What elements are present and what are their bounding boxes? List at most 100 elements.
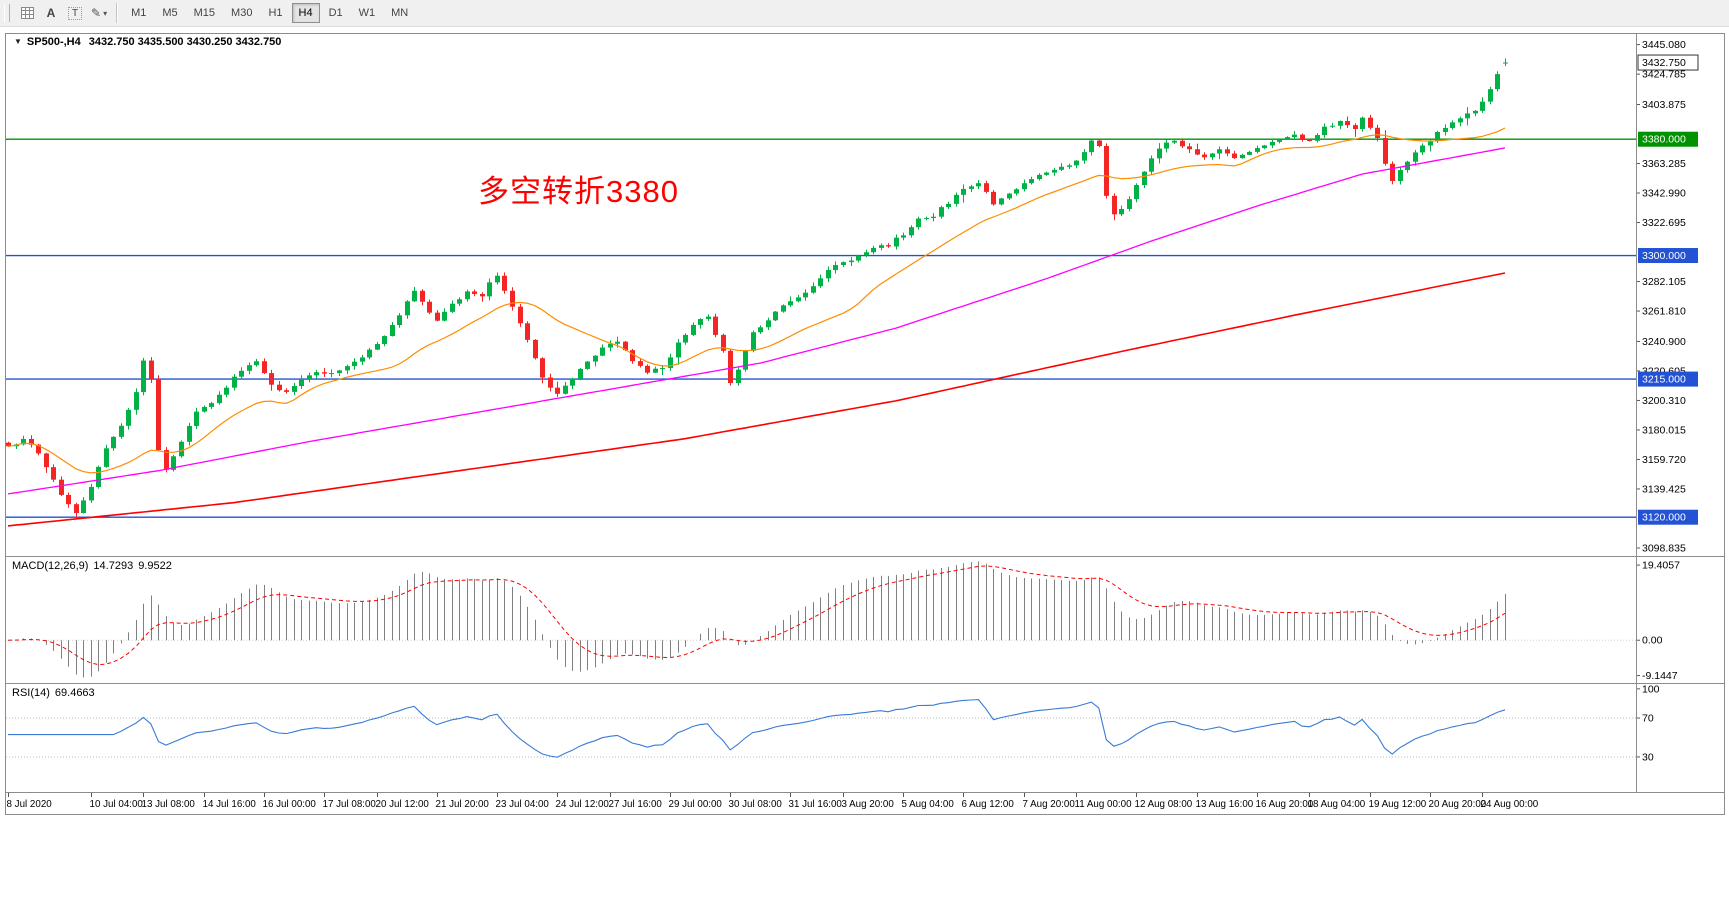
candle-body xyxy=(946,203,951,208)
candle-body xyxy=(1247,151,1252,155)
candle-body xyxy=(879,245,884,248)
rsi-label: RSI(14) 69.4663 xyxy=(12,687,95,699)
timeframe-button-m5[interactable]: M5 xyxy=(155,3,184,23)
timeframe-button-d1[interactable]: D1 xyxy=(322,3,350,23)
price-badge-label: 3432.750 xyxy=(1642,57,1686,69)
timeframe-button-m1[interactable]: M1 xyxy=(124,3,153,23)
caret-down-icon: ▾ xyxy=(103,8,108,18)
candle-body xyxy=(781,305,786,312)
candle-body xyxy=(818,278,823,287)
time-tick-label: 30 Jul 08:00 xyxy=(729,799,783,810)
candle-body xyxy=(1112,195,1117,215)
level-price-badge[interactable] xyxy=(1638,509,1698,525)
time-tick-label: 31 Jul 16:00 xyxy=(789,799,843,810)
candle-body xyxy=(826,270,831,279)
candle-body xyxy=(894,237,899,247)
timeframe-button-w1[interactable]: W1 xyxy=(352,3,383,23)
current-price-badge[interactable] xyxy=(1637,54,1699,71)
time-tick-label: 16 Aug 20:00 xyxy=(1256,799,1314,810)
insert-text-button[interactable]: A xyxy=(39,2,63,24)
time-tick-label: 3 Aug 20:00 xyxy=(842,799,895,810)
candle-body xyxy=(1217,149,1222,154)
level-price-badge[interactable] xyxy=(1638,131,1698,147)
timeframe-button-m15[interactable]: M15 xyxy=(187,3,222,23)
candle-body xyxy=(1225,149,1230,154)
price-tick-label: 3098.835 xyxy=(1642,542,1686,554)
candle-body xyxy=(1480,101,1485,111)
candle-body xyxy=(758,327,763,333)
time-tick-label: 24 Jul 12:00 xyxy=(556,799,610,810)
candle-body xyxy=(698,319,703,325)
candle-body xyxy=(224,387,229,395)
candle-body xyxy=(171,456,176,470)
candle-body xyxy=(1435,132,1440,141)
macd-tick-label: 0.00 xyxy=(1642,635,1663,647)
insert-label-button[interactable]: T xyxy=(63,2,87,24)
level-price-badge[interactable] xyxy=(1638,371,1698,387)
candle-body xyxy=(683,334,688,343)
candle-body xyxy=(1067,165,1072,167)
candle-body xyxy=(29,438,34,445)
main-price-panel[interactable] xyxy=(6,58,1636,527)
chart-annotation[interactable]: 多空转折3380 xyxy=(478,174,679,209)
collapse-triangle-icon[interactable]: ▼ xyxy=(14,37,22,46)
candle-body xyxy=(164,449,169,470)
candle-body xyxy=(1104,145,1109,196)
price-tick-label: 3180.015 xyxy=(1642,424,1686,436)
candle-body xyxy=(525,323,530,340)
timeframe-button-mn[interactable]: MN xyxy=(384,3,415,23)
candle-body xyxy=(1450,122,1455,128)
candle-body xyxy=(961,188,966,195)
candle-body xyxy=(314,372,319,376)
rsi-panel[interactable] xyxy=(6,699,1636,758)
candle-body xyxy=(1119,208,1124,215)
chart-windows-button[interactable] xyxy=(15,2,39,24)
macd-label: MACD(12,26,9) 14.7293 9.9522 xyxy=(12,560,172,572)
candle-body xyxy=(457,299,462,304)
price-tick-label: 3139.425 xyxy=(1642,483,1686,495)
candle-body xyxy=(292,386,297,392)
candle-body xyxy=(1074,160,1079,166)
candle-body xyxy=(600,347,605,356)
timeframe-button-h4[interactable]: H4 xyxy=(291,3,320,23)
candle-body xyxy=(1262,145,1267,149)
timeframe-button-h1[interactable]: H1 xyxy=(261,3,289,23)
chart-symbol-label: SP500-,H4 xyxy=(26,36,81,48)
macd-main-value: 14.7293 xyxy=(93,560,134,572)
time-tick-label: 23 Jul 04:00 xyxy=(496,799,550,810)
rsi-tick-label: 100 xyxy=(1642,683,1660,695)
price-axis[interactable]: 3445.080 3424.785 3403.875 3363.285 3342.990… xyxy=(1636,39,1699,763)
timeframe-button-m30[interactable]: M30 xyxy=(224,3,259,23)
rsi-line xyxy=(8,699,1506,758)
macd-panel[interactable] xyxy=(6,561,1636,678)
candle-body xyxy=(126,409,131,426)
candle-body xyxy=(6,442,11,447)
candle-body xyxy=(375,344,380,350)
candle-body xyxy=(1307,139,1312,141)
candle-body xyxy=(427,301,432,313)
macd-signal-value: 9.9522 xyxy=(138,560,172,572)
drawing-tools-button[interactable]: ✎ ▾ xyxy=(87,2,111,24)
price-tick-label: 3322.695 xyxy=(1642,217,1686,229)
candle-body xyxy=(465,291,470,300)
candle-body xyxy=(788,301,793,306)
rsi-tick-label: 70 xyxy=(1642,713,1654,725)
chart-ohlc-label: 3432.750 3435.500 3430.250 3432.750 xyxy=(88,36,282,48)
candle-body xyxy=(1149,158,1154,172)
candle-body xyxy=(886,245,891,247)
candle-body xyxy=(653,368,658,373)
candle-body xyxy=(841,262,846,266)
candle-body xyxy=(397,315,402,326)
toolbar: A T ✎ ▾ M1 M5 M15 M30 H1 H4 D1 W1 MN xyxy=(0,0,1729,27)
candle-body xyxy=(630,350,635,362)
candle-body xyxy=(1503,62,1508,64)
candle-body xyxy=(382,336,387,345)
candle-body xyxy=(420,290,425,302)
level-price-badge[interactable] xyxy=(1638,248,1698,264)
candle-body xyxy=(1292,134,1297,138)
toolbar-drag-handle[interactable] xyxy=(4,4,10,22)
price-badge-label: 3380.000 xyxy=(1642,134,1686,146)
candle-body xyxy=(284,390,289,392)
